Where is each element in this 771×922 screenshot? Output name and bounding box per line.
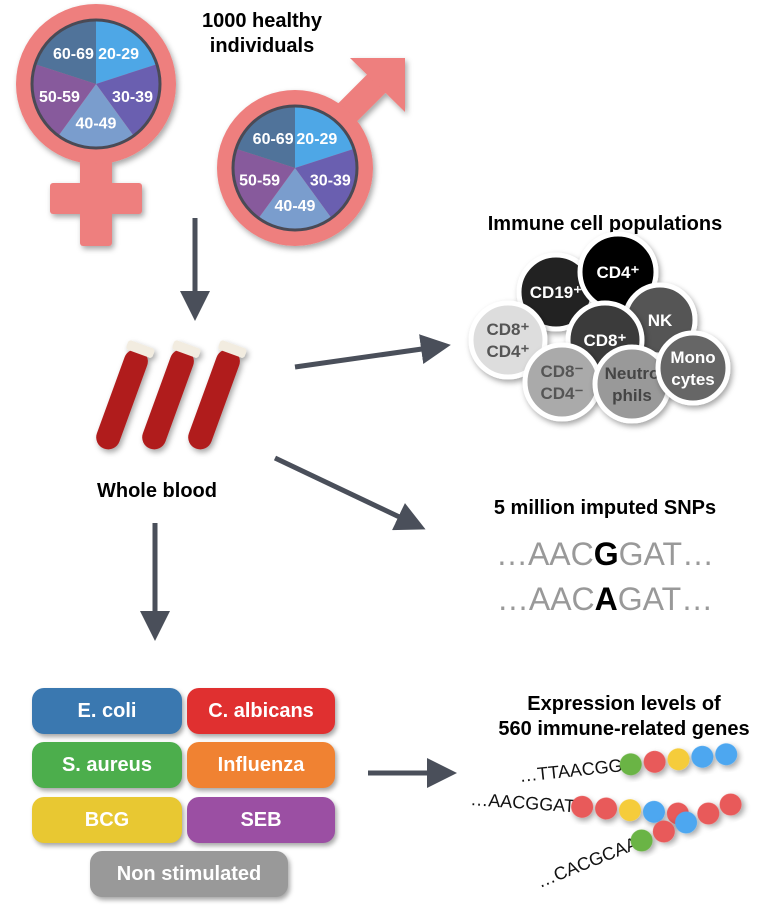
title-line-2: individuals: [210, 35, 314, 57]
age-label: 30-39: [310, 172, 351, 189]
age-label: 20-29: [98, 46, 139, 63]
expression-bead: [571, 795, 594, 818]
immune-cell: CD19⁺: [516, 252, 596, 332]
stimulus-seb: SEB: [187, 797, 335, 843]
arrow-to-snps: [273, 455, 426, 531]
age-label: 50-59: [239, 172, 280, 189]
sequence-text: …TTAACGG: [518, 755, 623, 786]
immune-cell: Mono cytes: [655, 330, 731, 406]
expression-title-1: Expression levels of: [527, 693, 721, 715]
immune-cell: CD8⁻ CD4⁻: [522, 342, 602, 422]
pie-slice: [96, 64, 161, 136]
snp-sequence-2: …AACAGAT…: [497, 581, 713, 617]
expression-bead: [667, 748, 690, 771]
expression-bead: [630, 829, 653, 852]
immune-title: Immune cell populations: [488, 213, 722, 235]
expression-bead: [715, 743, 738, 766]
expression-sequence: …AACGGAT: [470, 789, 689, 825]
title-line-1: 1000 healthy: [202, 10, 323, 32]
expression-bead: [595, 797, 618, 820]
expression-bead: [642, 800, 665, 823]
age-label: 40-49: [275, 198, 316, 215]
pie-slice: [233, 148, 295, 219]
pie-slice: [295, 148, 357, 219]
pie-border: [231, 104, 359, 232]
female-age-pie: 20-29 30-39 40-49 50-59 60-69: [30, 18, 162, 150]
male-age-pie: 20-29 30-39 40-49 50-59 60-69: [231, 104, 359, 232]
cell-label: Mono: [670, 348, 715, 367]
cell-label: CD4⁺: [487, 342, 530, 361]
sequence-text: …AACGGAT: [470, 789, 576, 816]
pie-slice: [58, 84, 134, 148]
cell-label: CD8⁺: [584, 331, 627, 350]
arrow-to-cells: [294, 334, 451, 370]
pie-slice: [236, 106, 295, 168]
age-label: 50-59: [39, 89, 80, 106]
age-label: 30-39: [112, 89, 153, 106]
immune-cell: CD8⁺ CD4⁺: [468, 300, 548, 380]
expression-title-2: 560 immune-related genes: [498, 718, 749, 740]
snps-title: 5 million imputed SNPs: [494, 497, 716, 519]
pie-slice: [32, 64, 96, 136]
cell-label: CD8⁺: [487, 320, 530, 339]
stimulus-bcg: BCG: [32, 797, 182, 843]
pie-border: [30, 18, 162, 150]
expression-sequence: …TTAACGG: [518, 743, 738, 786]
cell-label: NK: [648, 311, 673, 330]
pie-slice: [258, 168, 332, 231]
expression-bead: [719, 793, 742, 816]
cell-label: cytes: [671, 370, 714, 389]
age-label: 40-49: [76, 115, 117, 132]
snp-sequence-1: …AACGGAT…: [496, 536, 714, 572]
stimulus-non-stimulated: Non stimulated: [90, 851, 288, 897]
age-label: 60-69: [53, 46, 94, 63]
pie-slice: [96, 20, 157, 84]
whole-blood-label: Whole blood: [97, 480, 217, 502]
expression-bead: [619, 753, 642, 776]
cell-label: phils: [612, 386, 652, 405]
expression-bead: [675, 811, 698, 834]
stimulus-c-albicans: C. albicans: [187, 688, 335, 734]
stimulus-e-coli: E. coli: [32, 688, 182, 734]
expression-bead: [619, 799, 642, 822]
stimulus-influenza: Influenza: [187, 742, 335, 788]
blood-tubes-icon: [96, 340, 247, 450]
expression-bead: [643, 750, 666, 773]
sequence-text: …CACGCAA: [534, 833, 641, 892]
immune-cell-cluster: CD19⁺ CD4⁺ NK CD8⁺ CD8⁺ CD4⁺ CD8⁻ CD4⁻ Neutro phi…: [468, 231, 731, 424]
cell-label: Neutro: [605, 364, 660, 383]
cell-label: CD8⁻: [541, 362, 584, 381]
expression-bead: [691, 745, 714, 768]
stimulus-s-aureus: S. aureus: [32, 742, 182, 788]
cell-label: CD4⁻: [541, 384, 584, 403]
expression-bead: [697, 802, 720, 825]
pie-slice: [295, 106, 354, 168]
pie-slice: [35, 20, 96, 84]
cell-label: CD19⁺: [530, 283, 582, 302]
age-label: 60-69: [253, 131, 294, 148]
expression-sequences: …TTAACGG …AACGGAT …CACGCAA: [470, 743, 742, 892]
age-label: 20-29: [296, 131, 337, 148]
cell-label: CD4⁺: [597, 263, 640, 282]
expression-bead: [652, 820, 675, 843]
